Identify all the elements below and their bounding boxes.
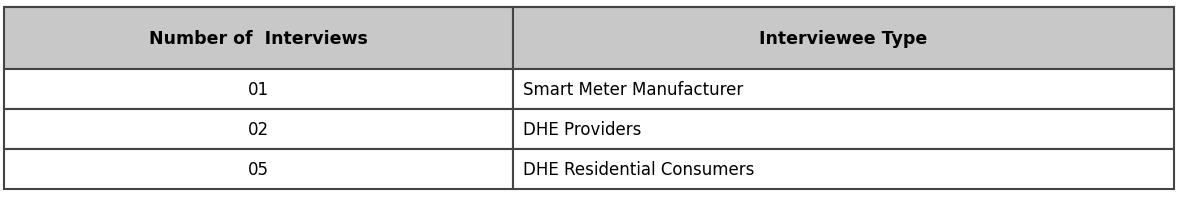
Bar — [512, 109, 1174, 149]
Bar — [4, 149, 512, 189]
Bar — [4, 8, 512, 70]
Text: 05: 05 — [249, 160, 269, 178]
Text: DHE Residential Consumers: DHE Residential Consumers — [523, 160, 754, 178]
Bar — [512, 70, 1174, 109]
Text: 01: 01 — [247, 81, 269, 99]
Text: Interviewee Type: Interviewee Type — [760, 30, 927, 48]
Text: 02: 02 — [247, 120, 269, 138]
Text: DHE Providers: DHE Providers — [523, 120, 641, 138]
Bar — [4, 70, 512, 109]
Bar — [4, 109, 512, 149]
Bar — [512, 149, 1174, 189]
Text: Number of  Interviews: Number of Interviews — [150, 30, 368, 48]
Bar — [512, 8, 1174, 70]
Text: Smart Meter Manufacturer: Smart Meter Manufacturer — [523, 81, 743, 99]
